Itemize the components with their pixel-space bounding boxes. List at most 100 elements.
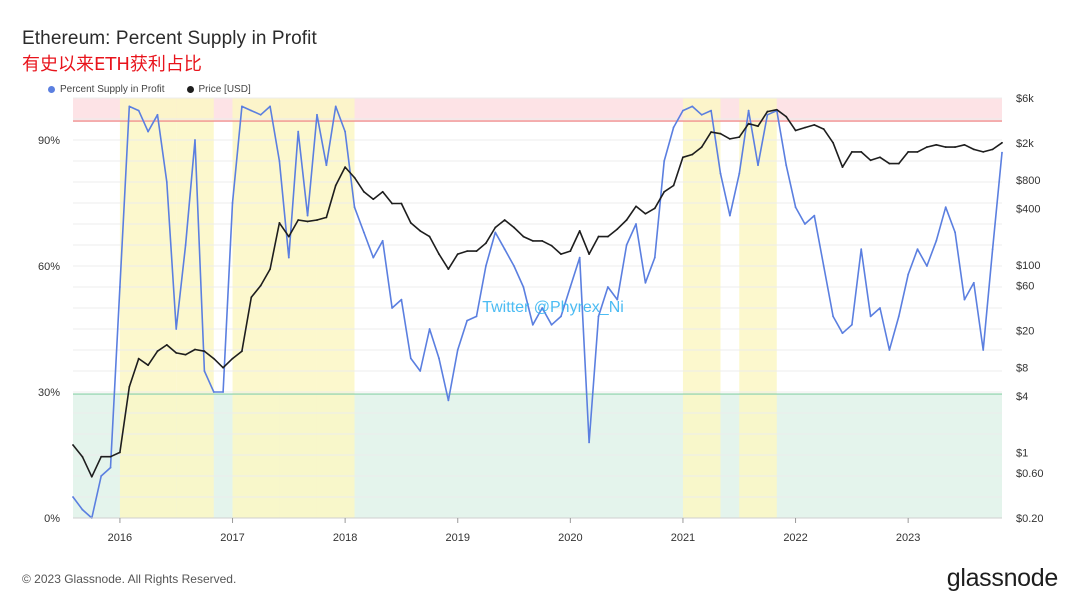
supply-point	[475, 315, 478, 318]
y-left-tick-label: 60%	[38, 261, 60, 273]
price-point	[869, 159, 872, 162]
supply-point	[991, 248, 994, 251]
price-point	[860, 150, 863, 153]
price-point	[456, 253, 459, 256]
price-point	[278, 221, 281, 224]
supply-point	[419, 370, 422, 372]
glassnode-logo: glassnode	[946, 564, 1059, 592]
price-point	[513, 226, 515, 229]
y-right-tick-label: $100	[1016, 260, 1040, 272]
y-right-tick-label: $6k	[1016, 93, 1034, 105]
price-point	[241, 350, 243, 353]
price-point	[832, 141, 834, 144]
x-tick-label: 2019	[445, 532, 469, 544]
price-point	[203, 350, 206, 353]
supply-point	[137, 109, 140, 112]
supply-point	[888, 349, 891, 351]
price-point	[700, 146, 703, 148]
price-point	[109, 455, 112, 458]
price-point	[81, 455, 84, 458]
supply-point	[541, 307, 544, 309]
supply-point	[372, 256, 375, 259]
price-point	[916, 150, 919, 153]
supply-point	[569, 286, 572, 288]
y-left-tick-label: 30%	[38, 387, 60, 399]
supply-point	[616, 298, 619, 301]
x-tick-label: 2018	[333, 532, 357, 544]
price-point	[972, 148, 975, 151]
price-point	[100, 455, 103, 458]
price-point	[635, 205, 637, 208]
x-tick-label: 2016	[108, 532, 132, 544]
price-point	[316, 219, 318, 221]
price-point	[588, 253, 591, 256]
price-point	[156, 350, 159, 353]
supply-point	[606, 286, 609, 288]
price-point	[813, 124, 816, 126]
y-right-tick-label: $4	[1016, 391, 1028, 403]
price-point	[897, 162, 900, 165]
price-point	[475, 250, 478, 253]
supply-point	[907, 273, 910, 276]
supply-point	[194, 139, 196, 141]
chart-subtitle: 有史以来ETH获利占比	[22, 54, 202, 75]
price-point	[222, 366, 225, 369]
supply-point	[203, 370, 206, 372]
price-point	[625, 219, 628, 221]
price-point	[147, 364, 149, 367]
price-point	[72, 444, 74, 446]
y-right-tick-label: $2k	[1016, 138, 1034, 150]
price-point	[954, 146, 956, 148]
supply-point	[813, 214, 816, 217]
price-point	[907, 150, 910, 153]
y-right-tick-label: $8	[1016, 363, 1028, 375]
price-series	[72, 108, 1003, 478]
price-point	[794, 129, 797, 132]
price-point	[269, 268, 271, 271]
supply-point	[719, 172, 722, 175]
supply-point	[278, 160, 281, 162]
supply-point	[212, 391, 215, 393]
price-point	[428, 235, 431, 238]
price-point	[522, 235, 525, 238]
supply-point	[682, 109, 684, 112]
supply-point	[250, 109, 253, 112]
supply-point	[316, 113, 318, 116]
price-point	[494, 226, 497, 229]
price-point	[287, 235, 290, 238]
supply-point	[841, 332, 844, 335]
legend-swatch-price	[186, 86, 194, 93]
supply-point	[710, 109, 713, 112]
supply-point	[269, 105, 271, 108]
price-point	[944, 146, 947, 148]
legend-item-supply[interactable]: Percent Supply in Profit	[48, 84, 165, 95]
supply-point	[879, 307, 881, 309]
supply-point	[222, 391, 225, 393]
price-point	[785, 115, 788, 118]
supply-point	[306, 214, 309, 217]
price-point	[447, 268, 450, 271]
legend-item-price[interactable]: Price [USD]	[186, 84, 251, 95]
price-point	[766, 110, 769, 113]
price-point	[710, 131, 713, 133]
price-point	[616, 228, 619, 231]
supply-point	[926, 265, 928, 267]
watermark-text: Twitter @Phyrex_Ni	[482, 299, 624, 316]
supply-point	[381, 239, 384, 242]
chart-legend: Percent Supply in Profit Price [USD]	[48, 84, 251, 95]
supply-point	[447, 399, 450, 402]
supply-point	[691, 105, 694, 108]
price-point	[606, 235, 609, 238]
supply-point	[700, 113, 703, 116]
price-point	[1001, 141, 1003, 144]
supply-point	[325, 164, 328, 167]
supply-point	[757, 164, 759, 167]
y-right-tick-label: $20	[1016, 325, 1034, 337]
supply-point	[850, 323, 853, 326]
price-point	[982, 150, 985, 153]
supply-point	[287, 256, 290, 259]
chart-title: Ethereum: Percent Supply in Profit	[22, 28, 317, 49]
price-point	[935, 143, 938, 146]
supply-point	[944, 206, 947, 209]
price-point	[231, 357, 234, 360]
